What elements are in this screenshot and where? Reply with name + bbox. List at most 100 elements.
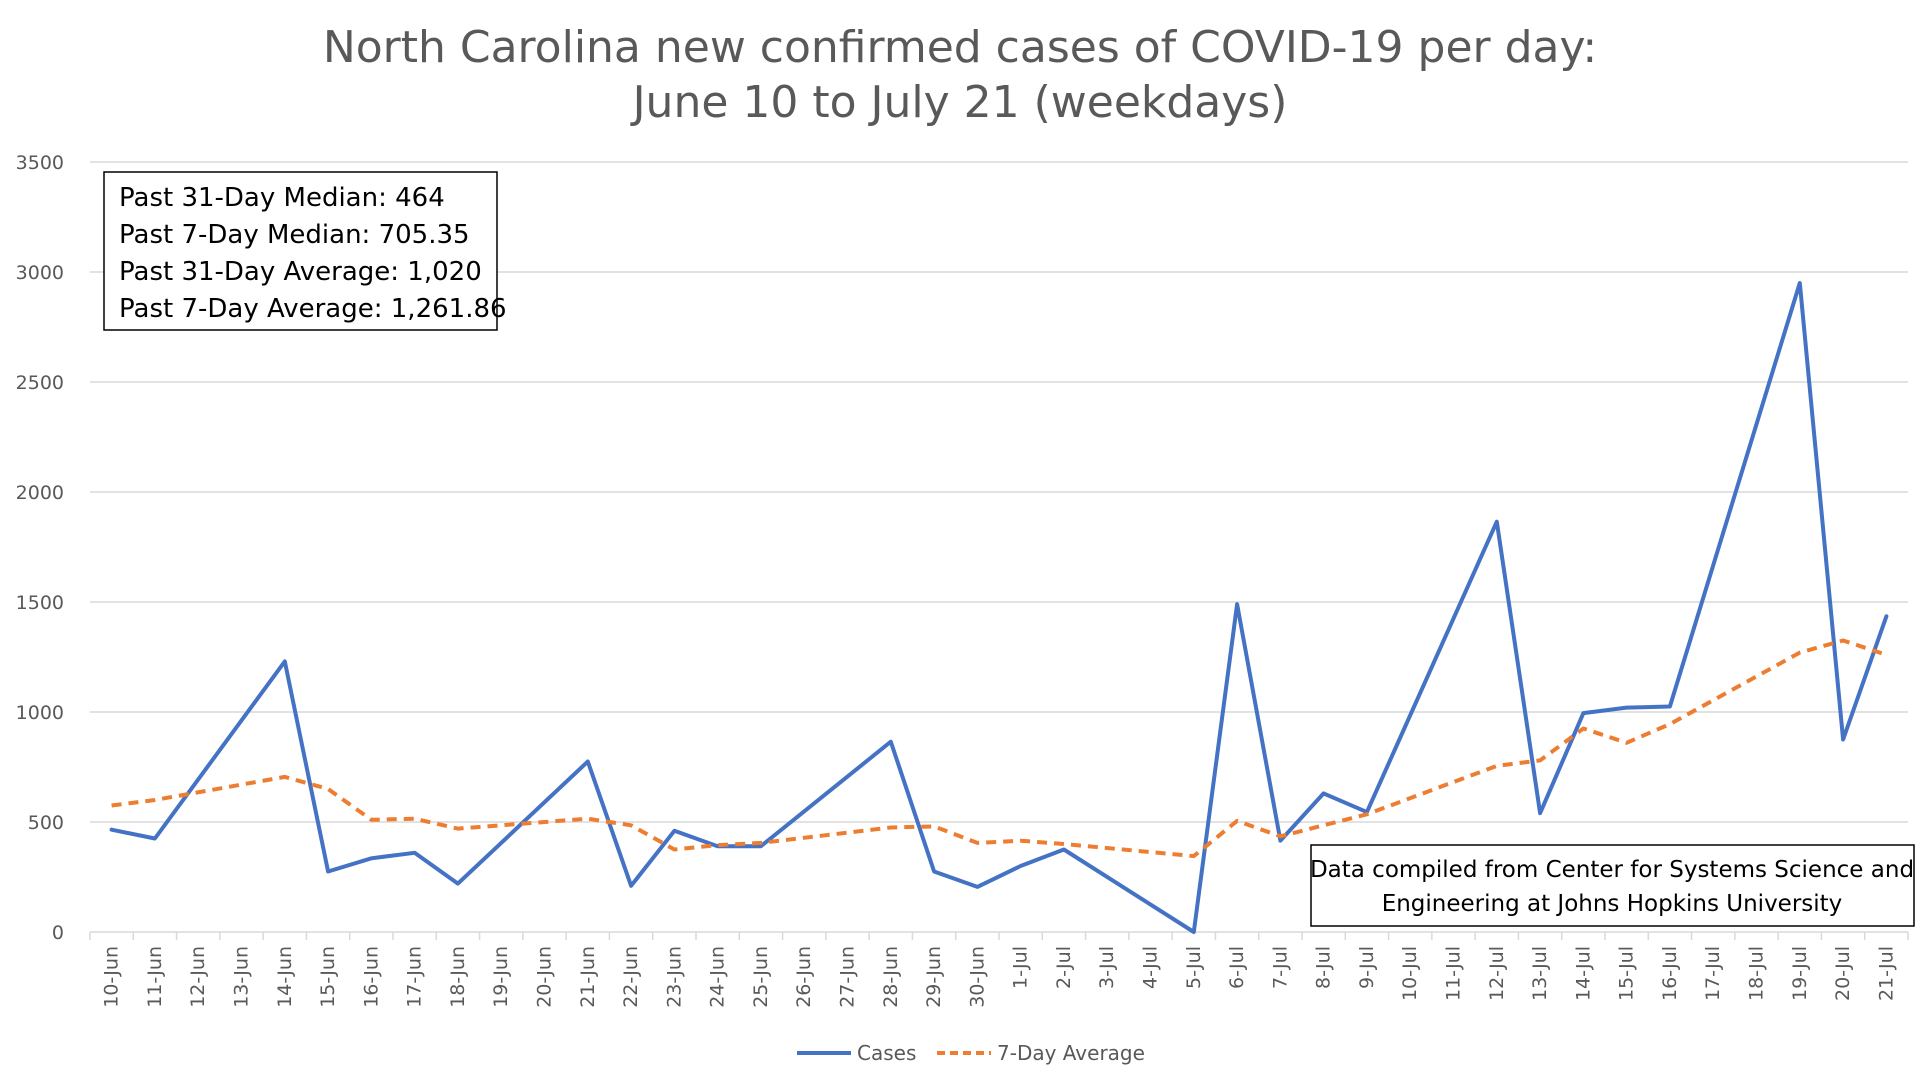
x-tick-label: 17-Jun [404, 946, 426, 1008]
y-tick-label: 0 [52, 922, 64, 944]
data-point-cases [1495, 520, 1499, 524]
x-tick-label: 10-Jun [101, 946, 123, 1008]
x-tick-label: 23-Jun [663, 946, 685, 1008]
data-point-cases [1062, 848, 1066, 852]
data-point-average [1625, 741, 1629, 745]
data-point-cases [369, 856, 373, 860]
data-point-cases [413, 851, 417, 855]
data-point-cases [1884, 614, 1888, 618]
chart-subtitle: June 10 to July 21 (weekdays) [630, 77, 1288, 128]
x-tick-label: 13-Jun [231, 946, 253, 1008]
y-tick-label: 2000 [16, 482, 64, 504]
x-tick-label: 7-Jul [1269, 946, 1291, 989]
data-point-average [932, 824, 936, 828]
x-tick-label: 1-Jul [1010, 946, 1032, 989]
data-point-average [629, 823, 633, 827]
data-point-average [1322, 823, 1326, 827]
x-tick-label: 24-Jun [707, 946, 729, 1008]
stats-box [103, 171, 498, 331]
stats-line-1: Past 31-Day Median: 464 [119, 183, 445, 213]
data-point-cases [1322, 791, 1326, 795]
data-point-average [975, 841, 979, 845]
data-point-cases [1278, 839, 1282, 843]
x-tick-label: 16-Jul [1659, 946, 1681, 1001]
y-tick-label: 3000 [16, 262, 64, 284]
data-point-cases [326, 870, 330, 874]
x-tick-label: 30-Jun [966, 946, 988, 1008]
source-annotation: Data compiled from Center for Systems Sc… [1310, 844, 1915, 927]
x-tick-label: 21-Jul [1875, 946, 1897, 1001]
stats-line-3: Past 31-Day Average: 1,020 [119, 257, 482, 287]
x-tick-label: 19-Jul [1789, 946, 1811, 1001]
y-tick-label: 2500 [16, 372, 64, 394]
y-tick-label: 1000 [16, 702, 64, 724]
data-point-average [153, 798, 157, 802]
data-point-average [1581, 727, 1585, 731]
x-tick-label: 17-Jul [1702, 946, 1724, 1001]
x-tick-label: 14-Jun [274, 946, 296, 1008]
data-point-average [413, 817, 417, 821]
data-point-average [326, 787, 330, 791]
data-point-cases [1019, 864, 1023, 868]
x-tick-label: 26-Jun [793, 946, 815, 1008]
x-tick-label: 16-Jun [360, 946, 382, 1008]
x-tick-label: 4-Jul [1140, 946, 1162, 989]
data-point-average [456, 827, 460, 831]
x-tick-label: 6-Jul [1226, 946, 1248, 989]
source-line-1: Data compiled from Center for Systems Sc… [1310, 857, 1914, 883]
chart-title: North Carolina new confirmed cases of CO… [323, 22, 1597, 73]
data-point-cases [1668, 705, 1672, 709]
series-line-7-day-average [111, 638, 1888, 859]
x-tick-label: 12-Jun [187, 946, 209, 1008]
x-tick-label: 18-Jun [447, 946, 469, 1008]
data-point-average [110, 804, 114, 808]
data-point-cases [1625, 706, 1629, 710]
data-point-average [1841, 639, 1845, 643]
data-point-average [1278, 834, 1282, 838]
data-point-average [1235, 819, 1239, 823]
data-point-cases [975, 885, 979, 889]
series-line-cases [109, 281, 1889, 934]
source-box [1310, 844, 1915, 927]
x-tick-label: 20-Jun [534, 946, 556, 1008]
legend: Cases 7-Day Average [797, 1041, 1145, 1065]
data-point-average [1538, 758, 1542, 762]
x-tick-label: 25-Jun [750, 946, 772, 1008]
stats-line-2: Past 7-Day Median: 705.35 [119, 220, 470, 250]
x-tick-label: 11-Jun [144, 946, 166, 1008]
x-tick-label: 15-Jun [317, 946, 339, 1008]
x-tick-label: 22-Jun [620, 946, 642, 1008]
x-tick-label: 11-Jul [1443, 946, 1465, 1001]
data-point-cases [889, 740, 893, 744]
data-point-cases [456, 882, 460, 886]
x-tick-label: 27-Jun [837, 946, 859, 1008]
data-point-average [1884, 653, 1888, 657]
data-point-average [1798, 651, 1802, 655]
x-tick-label: 8-Jul [1313, 946, 1335, 989]
stats-line-4: Past 7-Day Average: 1,261.86 [119, 294, 507, 324]
source-line-2: Engineering at Johns Hopkins University [1382, 891, 1843, 917]
data-point-average [759, 841, 763, 845]
x-tick-label: 10-Jul [1399, 946, 1421, 1001]
x-tick-label: 19-Jun [490, 946, 512, 1008]
data-point-average [1495, 764, 1499, 768]
data-point-cases [1538, 811, 1542, 815]
y-tick-label: 500 [28, 812, 64, 834]
data-point-cases [932, 870, 936, 874]
data-point-average [586, 817, 590, 821]
x-tick-label: 12-Jul [1486, 946, 1508, 1001]
y-tick-label: 3500 [16, 152, 64, 174]
data-point-cases [586, 760, 590, 764]
legend-label-cases: Cases [857, 1041, 916, 1065]
data-point-average [1668, 722, 1672, 726]
x-tick-label: 21-Jun [577, 946, 599, 1008]
data-point-cases [672, 829, 676, 833]
data-point-cases [110, 828, 114, 832]
data-point-cases [1192, 930, 1196, 934]
x-tick-label: 9-Jul [1356, 946, 1378, 989]
x-tick-label: 3-Jul [1096, 946, 1118, 989]
data-point-cases [1798, 281, 1802, 285]
y-tick-label: 1500 [16, 592, 64, 614]
data-point-average [1192, 854, 1196, 858]
